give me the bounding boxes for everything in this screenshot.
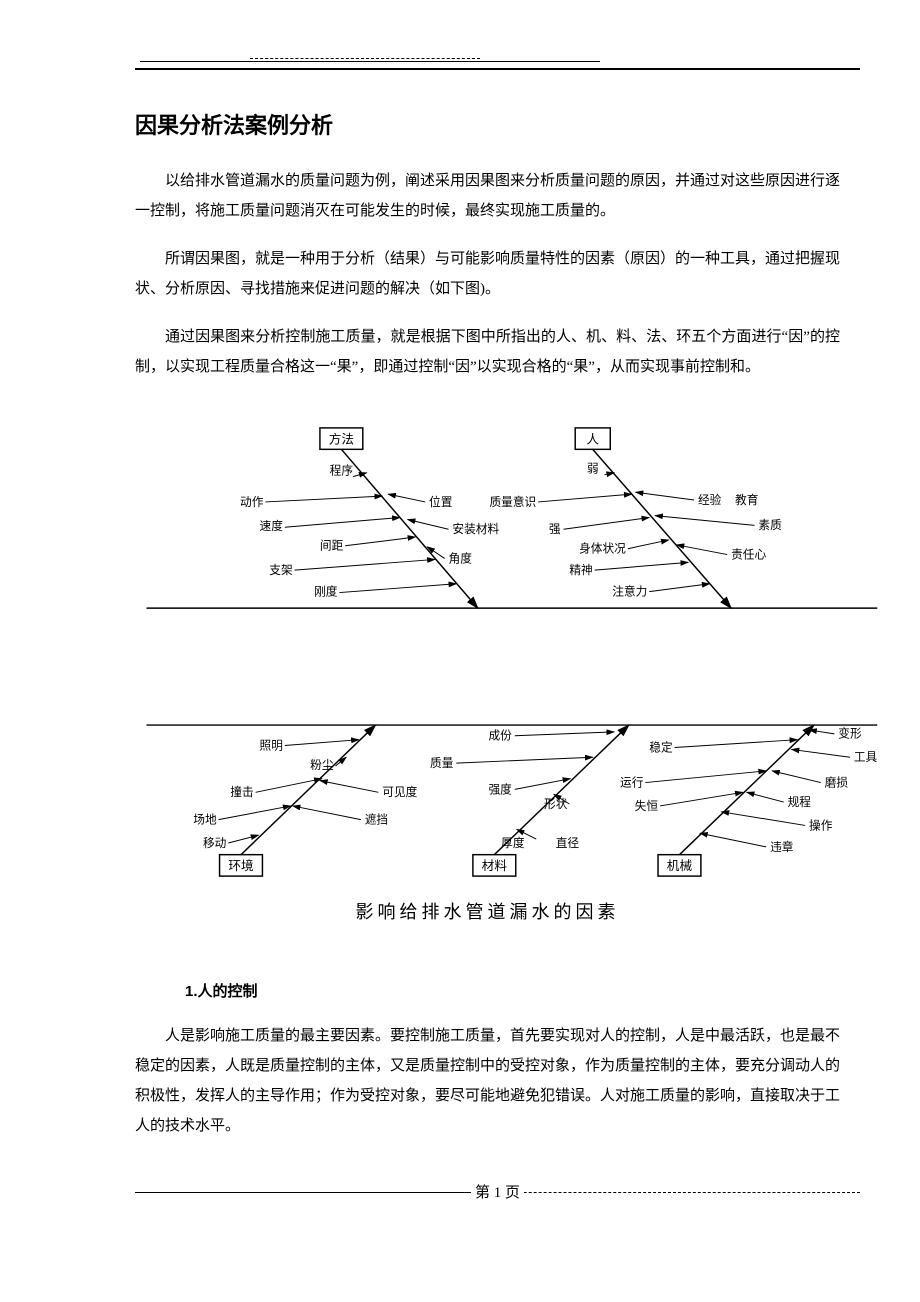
svg-text:责任心: 责任心 [731,548,766,561]
header-rule [135,68,860,70]
document-page: 因果分析法案例分析 以给排水管道漏水的质量问题为例，阐述采用因果图来分析质量问题… [0,0,920,1235]
cat-machine: 机械 [667,859,693,873]
svg-text:违章: 违章 [770,840,794,854]
page-title: 因果分析法案例分析 [135,108,840,140]
svg-text:直径: 直径 [556,836,580,850]
svg-text:工具: 工具 [854,751,878,764]
svg-text:运行: 运行 [620,776,644,789]
svg-text:撞击: 撞击 [230,785,253,799]
svg-text:教育: 教育 [735,493,758,507]
page-footer: 第 1 页 [135,1181,860,1205]
svg-text:质量: 质量 [430,756,454,770]
svg-text:可见度: 可见度 [382,785,417,799]
svg-text:磨损: 磨损 [825,775,849,789]
svg-text:强: 强 [549,523,561,536]
svg-text:安装材料: 安装材料 [452,522,499,536]
svg-text:位置: 位置 [429,495,453,509]
svg-text:间距: 间距 [320,540,344,553]
content-block: 因果分析法案例分析 以给排水管道漏水的质量问题为例，阐述采用因果图来分析质量问题… [135,108,840,1141]
svg-text:质量意识: 质量意识 [489,495,536,509]
svg-text:角度: 角度 [449,551,473,565]
svg-text:场地: 场地 [193,812,217,826]
svg-text:注意力: 注意力 [612,584,647,598]
svg-text:程序: 程序 [330,464,354,478]
fishbone-svg: 方法 程序 动作 速度 间距 支架 刚度 位置 安装材料 [127,412,887,892]
cat-material: 材料 [482,859,508,873]
cat-env: 环境 [228,859,254,873]
paragraph-3: 通过因果图来分析控制施工质量，就是根据下图中所指出的人、机、料、法、环五个方面进… [135,322,840,382]
svg-text:经验: 经验 [698,493,722,507]
paragraph-2: 所谓因果图，就是一种用于分析（结果）与可能影响质量特性的因素（原因）的一种工具，… [135,244,840,304]
svg-text:厚度: 厚度 [501,836,525,850]
svg-text:规程: 规程 [788,795,812,809]
paragraph-1: 以给排水管道漏水的质量问题为例，阐述采用因果图来分析质量问题的原因，并通过对这些… [135,166,840,226]
svg-text:失恒: 失恒 [635,800,659,813]
fishbone-diagram: 方法 程序 动作 速度 间距 支架 刚度 位置 安装材料 [135,412,840,924]
svg-text:形状: 形状 [544,797,568,811]
svg-text:变形: 变形 [838,727,862,741]
svg-text:遮挡: 遮挡 [365,812,388,826]
svg-text:照明: 照明 [260,739,283,752]
svg-text:稳定: 稳定 [649,740,673,754]
paragraph-4: 人是影响施工质量的最主要因素。要控制施工质量，首先要实现对人的控制，人是中最活跃… [135,1021,840,1141]
diagram-caption: 影响给排水管道漏水的因素 [135,898,840,924]
svg-text:支架: 支架 [269,564,293,577]
svg-text:精神: 精神 [569,563,592,577]
svg-text:强度: 强度 [488,782,512,796]
header-rule-dashes [140,60,600,62]
svg-text:刚度: 刚度 [314,584,338,598]
svg-text:动作: 动作 [240,496,264,509]
svg-text:弱: 弱 [587,463,599,476]
svg-text:速度: 速度 [260,519,284,533]
svg-text:粉尘: 粉尘 [310,759,334,772]
svg-text:移动: 移动 [203,837,227,850]
svg-text:操作: 操作 [809,818,833,832]
cat-method: 方法 [329,431,354,446]
svg-text:素质: 素质 [758,518,782,532]
svg-text:身体状况: 身体状况 [579,542,626,556]
svg-text:成份: 成份 [488,730,512,743]
cat-person: 人 [586,432,599,446]
subheading-1: 1.人的控制 [185,980,840,1001]
page-number: 第 1 页 [471,1181,524,1202]
